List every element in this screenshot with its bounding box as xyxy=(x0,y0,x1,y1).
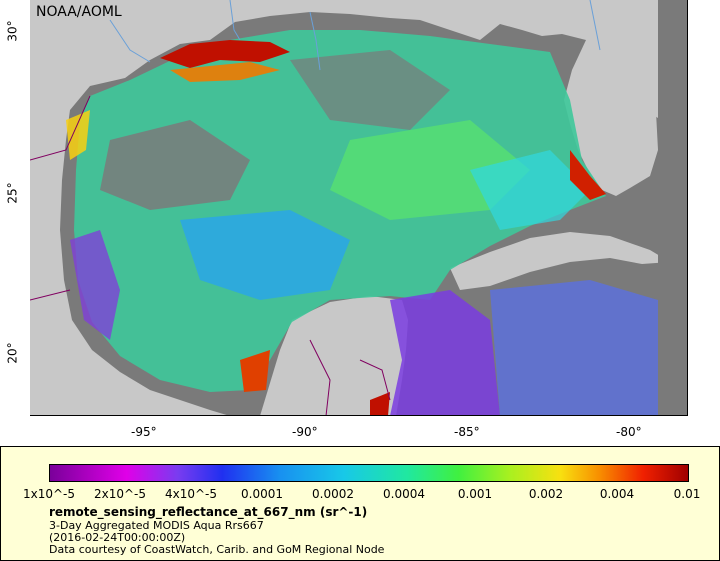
colorbar-tick: 0.002 xyxy=(528,487,564,501)
legend-line-2: (2016-02-24T00:00:00Z) xyxy=(49,531,186,544)
map-canvas xyxy=(30,0,687,415)
land-cuba xyxy=(450,232,670,290)
colorbar-tick: 0.001 xyxy=(457,487,493,501)
lat-tick-20: 20° xyxy=(5,342,20,364)
colorbar-tick: 0.0001 xyxy=(241,487,283,501)
colorbar-tick: 0.01 xyxy=(673,487,701,501)
land-us xyxy=(30,0,687,180)
water-field xyxy=(74,30,606,392)
legend-line-1: 3-Day Aggregated MODIS Aqua Rrs667 xyxy=(49,519,264,532)
lon-tick-95: -95° xyxy=(131,425,157,439)
lat-tick-25: 25° xyxy=(5,182,20,204)
lon-tick-90: -90° xyxy=(292,425,318,439)
land-mexico-west xyxy=(30,180,227,415)
legend-title: remote_sensing_reflectance_at_667_nm (sr… xyxy=(49,505,368,519)
legend-line-3: Data courtesy of CoastWatch, Carib. and … xyxy=(49,543,385,556)
credit-label: NOAA/AOML xyxy=(36,4,122,20)
colorbar-tick: 2x10^-5 xyxy=(93,487,147,501)
lon-tick-85: -85° xyxy=(454,425,480,439)
land-florida xyxy=(564,40,658,196)
colorbar-tick: 4x10^-5 xyxy=(164,487,218,501)
colorbar-tick: 0.004 xyxy=(599,487,635,501)
legend-panel: 1x10^-5 2x10^-5 4x10^-5 0.0001 0.0002 0.… xyxy=(0,446,720,561)
map-view[interactable]: NOAA/AOML xyxy=(30,0,688,416)
lon-tick-80: -80° xyxy=(616,425,642,439)
colorbar-tick: 0.0002 xyxy=(312,487,354,501)
colorbar-tick: 1x10^-5 xyxy=(22,487,76,501)
land-yucatan xyxy=(260,296,408,415)
colorbar-tick: 0.0004 xyxy=(383,487,425,501)
colorbar xyxy=(49,464,689,482)
lat-tick-30: 30° xyxy=(5,20,20,42)
